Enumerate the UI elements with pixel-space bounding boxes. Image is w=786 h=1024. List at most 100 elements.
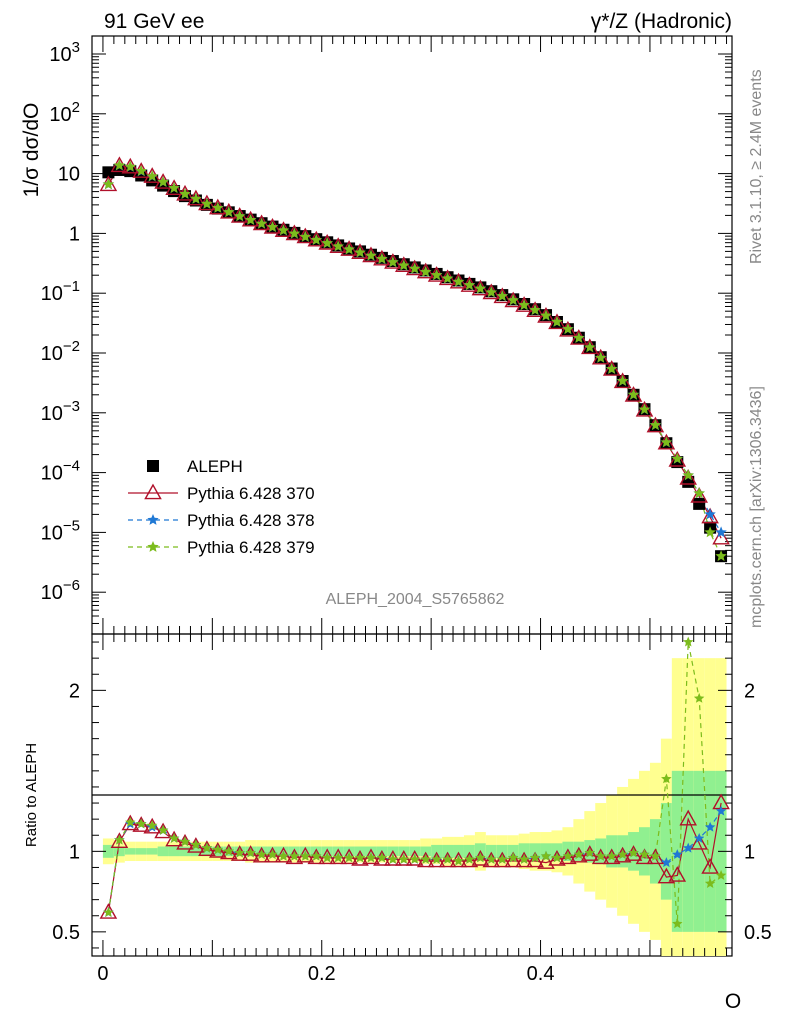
- pythia-370-point: [668, 450, 687, 467]
- pythia-379-point: [310, 234, 322, 245]
- pythia-379-point: [321, 237, 333, 249]
- ratio-379-point: [256, 849, 267, 859]
- pythia-379-point: [387, 256, 399, 268]
- band-inner: [146, 848, 158, 855]
- y-tick-label: 10−4: [41, 458, 80, 485]
- ratio-379-point: [168, 833, 180, 843]
- ratio-379-point: [540, 850, 552, 861]
- pythia-379-point: [595, 351, 607, 363]
- pythia-379-point: [212, 202, 224, 213]
- ratio-379-point: [529, 852, 541, 863]
- band-inner: [693, 770, 705, 932]
- ratio-379-point: [245, 847, 256, 858]
- ratio-379-point: [146, 820, 158, 830]
- band-inner: [190, 846, 202, 857]
- band-inner: [442, 844, 454, 858]
- ratio-370-point: [624, 845, 643, 861]
- legend: ALEPH Pythia 6.428 370 Pythia 6.428 378 Pyt…: [128, 457, 315, 557]
- ratio-y-tick-label-right: 0.5: [744, 922, 772, 944]
- ratio-379-point: [409, 853, 420, 864]
- band-inner: [704, 770, 716, 932]
- pythia-379-point: [430, 269, 443, 281]
- ratio-379-point: [157, 824, 169, 835]
- band-inner: [113, 846, 125, 857]
- ratio-379-point: [650, 850, 661, 861]
- ratio-378-point: [704, 821, 716, 832]
- aleph-point: [102, 166, 115, 179]
- ratio-379-point: [475, 852, 486, 863]
- ratio-370-point: [427, 851, 446, 868]
- pythia-379-point: [124, 160, 136, 172]
- pythia-379-point: [463, 279, 476, 291]
- legend-marker-aleph: [147, 460, 159, 472]
- ratio-379-point: [573, 849, 585, 859]
- ratio-379-point: [190, 839, 202, 850]
- ratio-y-tick-label-right: 1: [744, 841, 755, 863]
- ratio-370-point: [198, 840, 216, 856]
- ratio-379-point: [103, 907, 114, 917]
- band-inner: [102, 844, 114, 858]
- ratio-series: [99, 636, 730, 929]
- ratio-370-point: [307, 848, 326, 865]
- ratio-370-point: [241, 845, 260, 861]
- legend-label: ALEPH: [187, 457, 243, 476]
- band-inner: [453, 844, 464, 858]
- pythia-379-point: [649, 419, 662, 431]
- pythia-370-point: [679, 468, 697, 485]
- main-panel: 10−6 10−5 10−4 10−3 10−2 10−1 1 10 102 103 1/σ dσ…: [20, 35, 733, 635]
- y-tick-label: 10−5: [41, 517, 80, 544]
- ratio-ticks: [91, 634, 732, 956]
- main-y-tick-labels: 10−6 10−5 10−4 10−3 10−2 10−1 1 10 102 103: [41, 39, 80, 604]
- pythia-379-point: [584, 341, 596, 353]
- pythia-379-point: [693, 487, 705, 499]
- pythia-370-point: [690, 486, 708, 503]
- pythia-379-point: [102, 178, 115, 190]
- band-inner: [179, 846, 191, 857]
- ratio-378-point: [661, 857, 672, 868]
- pythia-379-point: [168, 182, 180, 194]
- pythia-379-point: [135, 165, 147, 176]
- ratio-370-point: [351, 849, 369, 866]
- legend-marker-star: [147, 514, 159, 525]
- ratio-379-point: [354, 852, 366, 863]
- ratio-y-axis-label: Ratio to ALEPH: [23, 743, 40, 847]
- band-inner: [463, 844, 475, 858]
- y-tick-label: 10−1: [41, 278, 80, 305]
- pythia-379-point: [540, 309, 552, 321]
- ratio-379-point: [278, 850, 289, 861]
- pythia-379-point: [529, 304, 541, 315]
- band-inner: [201, 846, 213, 857]
- band-inner: [496, 844, 508, 858]
- band-inner: [420, 846, 432, 857]
- pythia-379-point: [179, 188, 191, 199]
- ratio-370-point: [110, 832, 129, 848]
- main-ticks: [91, 35, 732, 635]
- pythia-379-point: [288, 227, 301, 239]
- ratio-379-point: [431, 853, 442, 864]
- pythia-379-point: [638, 403, 651, 415]
- pythia-379-point: [452, 275, 465, 287]
- ratio-370-point: [657, 867, 676, 884]
- ratio-370-point: [679, 809, 697, 826]
- band-inner: [485, 844, 497, 858]
- pythia-379-point: [715, 550, 727, 562]
- x-tick-labels: 0 0.2 0.4: [97, 963, 554, 985]
- pythia-379-point: [365, 249, 377, 261]
- pythia-379-point: [376, 253, 388, 264]
- ratio-379-point: [693, 692, 705, 703]
- ratio-379-point: [639, 849, 650, 859]
- ratio-378-point: [683, 842, 694, 853]
- band-inner: [168, 846, 180, 857]
- ratio-370-point: [701, 858, 719, 874]
- pythia-379-point: [420, 266, 432, 277]
- ratio-370-point: [471, 849, 490, 866]
- series-line: [107, 164, 722, 533]
- pythia-379-point: [113, 159, 126, 171]
- pythia-379-point: [507, 294, 519, 306]
- ratio-y-tick-labels: 0.5 0.5 1 1 2 2: [52, 680, 772, 944]
- ratio-379-point: [289, 850, 300, 861]
- band-inner: [529, 843, 541, 860]
- pythia-379-point: [244, 214, 257, 225]
- ratio-370-point: [438, 851, 457, 868]
- y-tick-label: 10−2: [41, 338, 80, 365]
